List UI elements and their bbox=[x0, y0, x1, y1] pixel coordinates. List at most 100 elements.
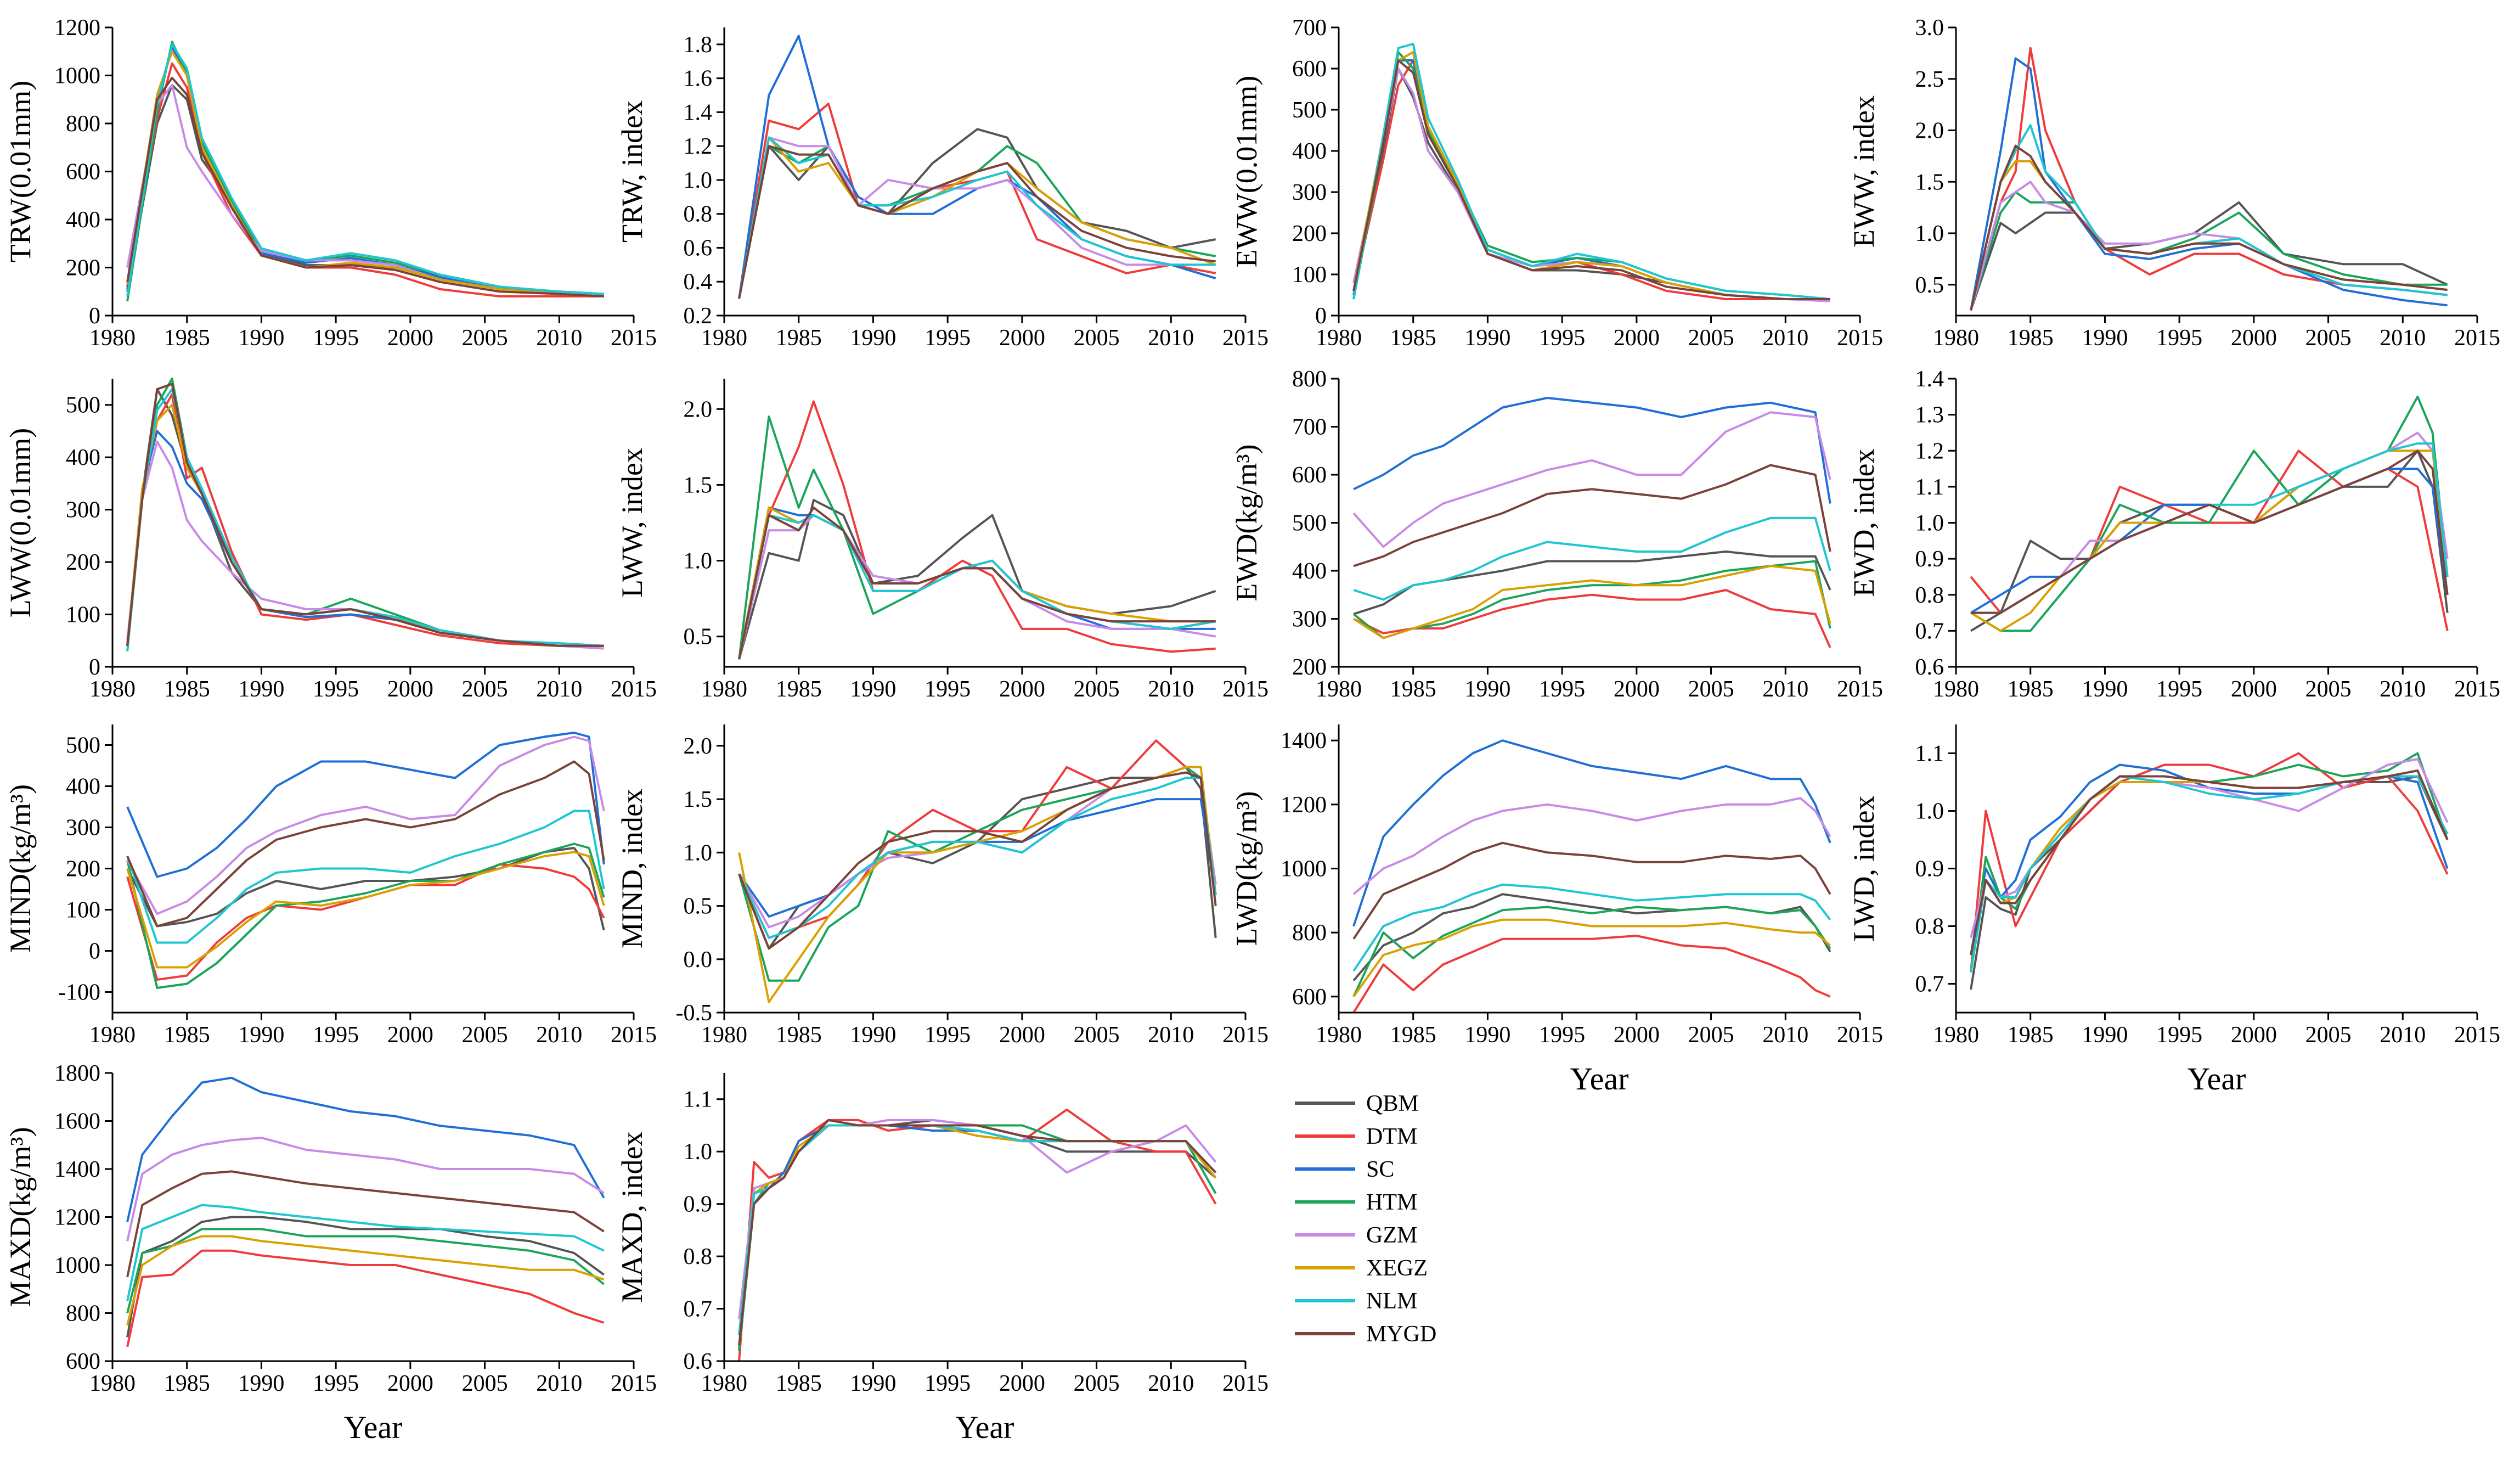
series-line-sc bbox=[1353, 397, 1831, 504]
y-tick-label: 0 bbox=[89, 939, 100, 964]
x-tick-label: 2010 bbox=[1148, 1022, 1194, 1048]
y-tick-label: 1.8 bbox=[684, 32, 713, 58]
series-line-mygd bbox=[1352, 841, 1831, 940]
x-tick-label: 1990 bbox=[1464, 325, 1510, 351]
y-axis-title: MIND(kg/m³) bbox=[4, 784, 37, 953]
x-tick-label: 1990 bbox=[1464, 1022, 1510, 1048]
x-tick-label: 1995 bbox=[313, 325, 359, 351]
y-tick-label: 400 bbox=[1292, 559, 1327, 584]
series-line-sc bbox=[126, 732, 605, 878]
y-tick-label: 2.5 bbox=[1915, 67, 1944, 92]
series-line-dtm bbox=[1353, 589, 1831, 648]
series-line-mygd bbox=[1353, 464, 1831, 567]
series-line-mygd bbox=[126, 1170, 605, 1278]
series-line-sc bbox=[126, 1076, 605, 1222]
x-tick-label: 1995 bbox=[924, 325, 971, 351]
y-tick-label: 1600 bbox=[54, 1109, 100, 1134]
x-tick-label: 1990 bbox=[850, 1022, 896, 1048]
y-tick-label: 1000 bbox=[1281, 857, 1327, 882]
y-tick-label: 600 bbox=[1292, 57, 1327, 82]
x-tick-label: 2000 bbox=[387, 1022, 433, 1048]
series-line-dtm bbox=[1970, 47, 2448, 311]
series-line-nlm bbox=[126, 810, 605, 944]
x-axis-title: Year bbox=[956, 1409, 1014, 1445]
x-tick-label: 1980 bbox=[1316, 1022, 1362, 1048]
x-tick-label: 1990 bbox=[238, 677, 284, 702]
x-tick-label: 2010 bbox=[536, 677, 582, 702]
chart-panel-12: 1980 1985 1990 1995 2000 2005 2010 2015 0.7 0.8 0.… bbox=[1847, 724, 2500, 1048]
series-line-sc bbox=[738, 798, 1217, 918]
y-tick-label: 0.6 bbox=[684, 1349, 713, 1374]
y-tick-label: 1000 bbox=[54, 64, 100, 89]
legend-label-gzm: GZM bbox=[1366, 1223, 1417, 1248]
y-tick-label: 100 bbox=[1292, 262, 1327, 288]
x-tick-label: 1980 bbox=[89, 677, 136, 702]
x-tick-label: 2000 bbox=[387, 1371, 433, 1396]
series-line-dtm bbox=[1352, 935, 1831, 1014]
y-tick-label: 800 bbox=[66, 111, 100, 137]
series-line-qbm bbox=[126, 388, 604, 647]
x-tick-label: 2010 bbox=[1762, 677, 1808, 702]
series-line-dtm bbox=[126, 393, 604, 647]
chart-panel-3: 1980 1985 1990 1995 2000 2005 2010 2015 0 100 200 3… bbox=[1230, 15, 1883, 351]
y-tick-label: 200 bbox=[66, 256, 100, 281]
chart-panel-7: 1980 1985 1990 1995 2000 2005 2010 2015 200 300 40… bbox=[1230, 367, 1883, 702]
y-axis-title: LWW(0.01mm) bbox=[4, 428, 37, 617]
chart-panel-5: 1980 1985 1990 1995 2000 2005 2010 2015 0 100 200 3… bbox=[4, 378, 657, 702]
series-line-qbm bbox=[738, 499, 1216, 660]
y-tick-label: 1400 bbox=[54, 1157, 100, 1182]
y-tick-label: 400 bbox=[1292, 139, 1327, 164]
legend: QBM DTM SC HTM GZM XEGZ NLM MYGD bbox=[1295, 1091, 1436, 1347]
series-line-mygd bbox=[1971, 449, 2449, 614]
x-tick-label: 1980 bbox=[89, 1371, 136, 1396]
y-tick-label: 300 bbox=[66, 498, 100, 523]
x-tick-label: 1985 bbox=[2008, 1022, 2054, 1048]
series-line-nlm bbox=[738, 1124, 1217, 1335]
x-tick-label: 2010 bbox=[1148, 677, 1194, 702]
series-line-xegz bbox=[738, 136, 1216, 299]
x-tick-label: 1980 bbox=[89, 1022, 136, 1048]
series-line-nlm bbox=[738, 136, 1216, 299]
x-tick-label: 2015 bbox=[1222, 677, 1269, 702]
y-axis-title: LWD(kg/m³) bbox=[1230, 791, 1263, 946]
legend-label-htm: HTM bbox=[1366, 1190, 1417, 1215]
x-tick-label: 1985 bbox=[776, 1022, 822, 1048]
x-tick-label: 1985 bbox=[164, 325, 210, 351]
x-tick-label: 1980 bbox=[701, 325, 747, 351]
y-tick-label: 1.1 bbox=[1915, 741, 1944, 767]
x-tick-label: 1985 bbox=[1390, 1022, 1436, 1048]
y-tick-label: 500 bbox=[66, 393, 100, 418]
x-tick-label: 2000 bbox=[999, 677, 1045, 702]
x-tick-label: 1980 bbox=[1316, 677, 1362, 702]
y-tick-label: 0.7 bbox=[684, 1297, 713, 1322]
y-tick-label: 500 bbox=[66, 733, 100, 758]
x-tick-label: 1990 bbox=[2082, 1022, 2128, 1048]
series-line-xegz bbox=[1352, 51, 1830, 300]
y-tick-label: 800 bbox=[1292, 920, 1327, 946]
x-tick-label: 1985 bbox=[164, 1022, 210, 1048]
x-tick-label: 2005 bbox=[2305, 1022, 2352, 1048]
x-tick-label: 1990 bbox=[2082, 677, 2128, 702]
y-tick-label: 0.6 bbox=[684, 235, 713, 261]
x-tick-label: 2015 bbox=[1837, 677, 1883, 702]
y-tick-label: 200 bbox=[1292, 221, 1327, 246]
y-tick-label: 400 bbox=[66, 445, 100, 470]
x-tick-label: 2015 bbox=[1837, 1022, 1883, 1048]
y-tick-label: 600 bbox=[66, 160, 100, 185]
x-tick-label: 2010 bbox=[1762, 325, 1808, 351]
y-tick-label: 0.0 bbox=[684, 947, 713, 973]
x-tick-label: 2005 bbox=[1074, 325, 1120, 351]
x-tick-label: 2010 bbox=[1148, 1371, 1194, 1396]
y-tick-label: 1400 bbox=[1281, 728, 1327, 754]
x-tick-label: 2015 bbox=[2454, 325, 2500, 351]
year-labels: Year Year Year Year bbox=[344, 1061, 2246, 1445]
y-tick-label: 0.8 bbox=[684, 202, 713, 227]
y-tick-label: 1200 bbox=[54, 1205, 100, 1230]
series-line-gzm bbox=[738, 1119, 1217, 1319]
y-axis-title: TRW(0.01mm) bbox=[4, 81, 37, 262]
y-tick-label: 100 bbox=[66, 603, 100, 628]
x-tick-label: 1995 bbox=[924, 1022, 971, 1048]
x-tick-label: 2005 bbox=[1074, 1022, 1120, 1048]
series-line-qbm bbox=[126, 1216, 605, 1338]
legend-label-nlm: NLM bbox=[1366, 1289, 1417, 1314]
